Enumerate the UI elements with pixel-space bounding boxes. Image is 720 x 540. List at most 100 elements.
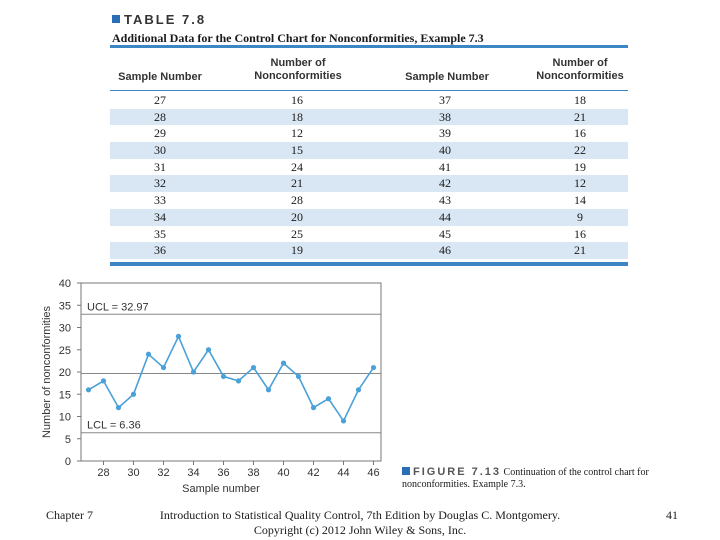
data-point [325, 396, 332, 402]
table-cell: 46 [439, 243, 451, 258]
table-cell: 27 [154, 93, 166, 107]
data-table: Sample Number Number of Nonconformities … [110, 45, 628, 266]
x-tick-label: 44 [337, 467, 349, 479]
data-point [340, 418, 347, 424]
table-cell: 25 [291, 226, 303, 241]
table-cell: 14 [574, 193, 586, 208]
x-axis-label: Sample number [182, 483, 260, 495]
table-row: 31 24 41 19 [110, 159, 628, 176]
data-point [190, 369, 197, 375]
table-cell: 37 [439, 93, 451, 107]
y-axis-label: Number of nonconformities [41, 305, 53, 438]
table-cell: 12 [574, 176, 586, 191]
table-cell: 45 [439, 226, 451, 241]
x-tick-label: 46 [367, 467, 379, 479]
data-point [280, 360, 287, 366]
x-tick-label: 30 [127, 467, 139, 479]
figure-label: FIGURE 7.13 [413, 466, 502, 478]
data-point [85, 387, 92, 393]
y-tick-label: 30 [59, 323, 71, 335]
table-header-rule [110, 90, 628, 91]
data-point [355, 387, 362, 393]
header-sample-number-2: Sample Number [405, 71, 489, 83]
square-bullet-icon [112, 15, 120, 23]
table-cell: 30 [154, 143, 166, 158]
y-tick-label: 25 [59, 345, 71, 357]
footer-chapter: Chapter 7 [46, 508, 93, 522]
table-row: 33 28 43 14 [110, 192, 628, 209]
table-cell: 18 [574, 93, 586, 107]
table-cell: 12 [291, 126, 303, 141]
data-point [205, 347, 212, 353]
y-tick-label: 10 [59, 412, 71, 424]
ucl-label: UCL = 32.97 [87, 301, 149, 313]
table-row: 36 19 46 21 [110, 242, 628, 259]
table-cell: 29 [154, 126, 166, 141]
header-nonconformities-2: Number of Nonconformities [536, 57, 624, 82]
y-tick-label: 20 [59, 367, 71, 379]
y-tick-label: 5 [65, 434, 71, 446]
data-point [175, 333, 182, 339]
table-cell: 18 [291, 109, 303, 124]
x-tick-label: 34 [187, 467, 199, 479]
table-body: 27 16 37 18 28 18 38 21 29 12 39 16 30 15 40 22 31 24 41 19… [110, 92, 628, 259]
table-cell: 33 [154, 193, 166, 208]
table-cell: 22 [574, 143, 586, 158]
table-cell: 21 [574, 109, 586, 124]
control-chart-svg: 0 5 10 15 20 25 30 35 40 28 30 32 34 36 38 40 42 44 46 Samp… [41, 278, 382, 495]
table-cell: 28 [154, 109, 166, 124]
table-cell: 16 [574, 126, 586, 141]
series-line [88, 334, 375, 423]
data-point [310, 405, 317, 411]
control-chart: 0 5 10 15 20 25 30 35 40 28 30 32 34 36 38 40 42 44 46 Samp… [36, 272, 396, 498]
data-point [295, 373, 302, 380]
table-cell: 36 [154, 243, 166, 258]
table-cell: 34 [154, 209, 166, 224]
data-point [235, 378, 242, 384]
footer-source: Introduction to Statistical Quality Cont… [150, 508, 570, 538]
table-cell: 40 [439, 143, 451, 158]
table-row: 30 15 40 22 [110, 142, 628, 159]
data-point [220, 373, 227, 380]
data-point [250, 364, 257, 371]
data-point [370, 364, 377, 371]
table-cell: 16 [291, 93, 303, 107]
table-cell: 44 [439, 209, 451, 224]
table-cell: 32 [154, 176, 166, 191]
y-tick-label: 0 [65, 456, 71, 468]
table-cell: 20 [291, 209, 303, 224]
table-cell: 31 [154, 159, 166, 174]
table-bottom-rule [110, 262, 628, 266]
x-tick-label: 36 [217, 467, 229, 479]
y-tick-label: 15 [59, 389, 71, 401]
table-label: TABLE 7.8 [112, 12, 206, 27]
data-point [265, 387, 272, 393]
x-tick-label: 28 [97, 467, 109, 479]
table-row: 29 12 39 16 [110, 125, 628, 142]
x-tick-label: 40 [277, 467, 289, 479]
y-tick-label: 40 [59, 278, 71, 290]
figure-caption: FIGURE 7.13 Continuation of the control … [402, 466, 662, 491]
figure-caption-text: Continuation of the control chart for no… [402, 467, 649, 490]
table-cell: 41 [439, 159, 451, 174]
data-point [160, 364, 167, 371]
table-cell: 38 [439, 109, 451, 124]
table-caption: Additional Data for the Control Chart fo… [112, 31, 484, 45]
x-tick-label: 32 [157, 467, 169, 479]
table-cell: 35 [154, 226, 166, 241]
table-cell: 15 [291, 143, 303, 158]
header-sample-number-1: Sample Number [118, 71, 202, 83]
table-cell: 24 [291, 159, 303, 174]
footer-page-number: 41 [666, 508, 678, 522]
data-point [115, 405, 122, 411]
table-row: 27 16 37 18 [110, 92, 628, 109]
footer-source-line2: Copyright (c) 2012 John Wiley & Sons, In… [253, 523, 467, 537]
x-tick-label: 42 [307, 467, 319, 479]
table-cell: 42 [439, 176, 451, 191]
x-tick-label: 38 [247, 467, 259, 479]
table-row: 28 18 38 21 [110, 108, 628, 126]
table-cell: 43 [439, 193, 451, 208]
table-cell: 19 [574, 159, 586, 174]
lcl-label: LCL = 6.36 [87, 420, 141, 432]
table-cell: 19 [291, 243, 303, 258]
